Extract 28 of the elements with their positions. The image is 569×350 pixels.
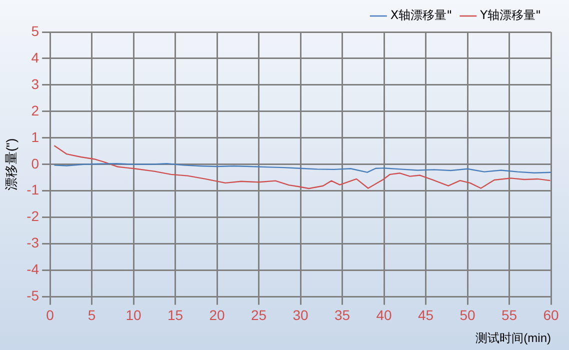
x-tick-label: 50: [460, 307, 476, 324]
x-tick-label: 55: [501, 307, 518, 324]
y-tick-label: 5: [31, 22, 40, 39]
x-tick-label: 35: [334, 307, 350, 324]
y-tick-label: 3: [31, 76, 40, 92]
y-tick-label: 4: [31, 49, 40, 66]
y-tick-label: -2: [26, 208, 40, 224]
legend-label: X轴漂移量": [390, 8, 452, 22]
x-tick-label: 25: [250, 307, 267, 324]
x-tick-label: 10: [126, 307, 142, 324]
y-tick-label: -5: [26, 288, 40, 304]
x-tick-label: 5: [88, 307, 96, 324]
x-tick-label: 20: [209, 307, 226, 324]
legend-label: Y轴漂移量": [479, 8, 542, 22]
y-axis-title: 漂移量("): [3, 138, 18, 191]
x-tick-label: 45: [418, 307, 434, 324]
y-tick-label: -4: [26, 261, 40, 278]
x-tick-label: 60: [543, 307, 559, 324]
x-tick-label: 40: [376, 307, 392, 324]
x-tick-label: 0: [46, 307, 54, 324]
x-axis-title: 测试时间(min): [476, 331, 552, 346]
y-tick-label: -3: [26, 234, 40, 251]
x-tick-label: 15: [167, 307, 184, 324]
y-tick-label: -1: [26, 182, 40, 198]
x-tick-label: 30: [292, 307, 309, 324]
y-tick-label: 0: [31, 155, 40, 172]
y-tick-label: 2: [31, 102, 40, 118]
y-tick-label: 1: [31, 128, 40, 145]
